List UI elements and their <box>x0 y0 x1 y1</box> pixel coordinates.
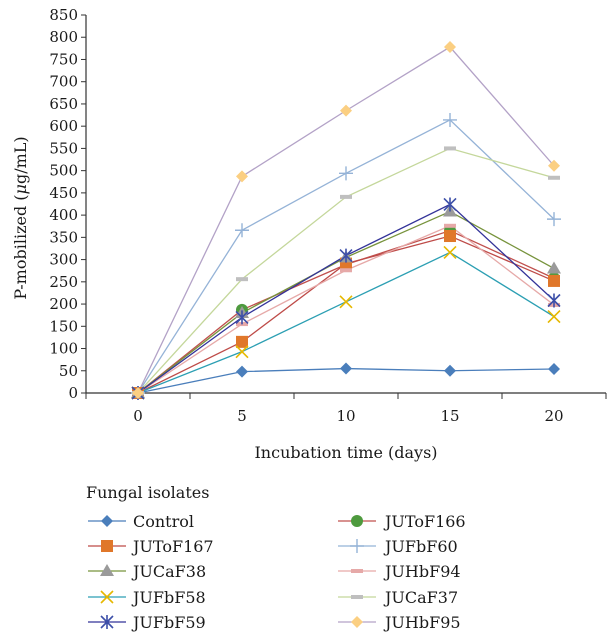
y-axis-ticks: 0 50 100 150 200 250 300 350 400 450 500 550 600 650 7… <box>49 6 86 402</box>
y-tick-label: 700 <box>49 73 78 91</box>
y-axis-title-prefix: P-mobilized ( <box>11 194 30 299</box>
data-point <box>444 246 456 258</box>
y-tick-label: 0 <box>68 384 78 402</box>
x-axis-title: Incubation time (days) <box>254 443 437 462</box>
y-tick-label: 50 <box>59 362 78 380</box>
data-point <box>236 277 248 281</box>
data-point <box>444 224 456 228</box>
data-point <box>340 363 352 375</box>
data-point <box>548 275 560 287</box>
series-markers <box>131 41 561 400</box>
data-point <box>340 268 352 272</box>
legend-item-label: JUCaF37 <box>383 588 458 607</box>
series-lines <box>138 47 554 393</box>
data-point <box>236 170 248 182</box>
legend: Control JUToF166 JUToF167 JUFbF60 JUCaF38 JUH… <box>88 512 466 632</box>
y-tick-label: 150 <box>49 317 78 335</box>
data-point <box>444 230 456 242</box>
data-point <box>339 166 353 180</box>
data-point <box>350 539 364 553</box>
y-tick-label: 850 <box>49 6 78 24</box>
x-tick-label: 10 <box>336 407 355 425</box>
data-point <box>444 146 456 150</box>
series-line <box>138 47 554 393</box>
x-axis-ticks: 0 5 10 15 20 <box>86 393 606 425</box>
legend-item-label: JUCaF38 <box>131 562 206 581</box>
data-point <box>351 595 363 599</box>
data-point <box>548 294 560 308</box>
legend-item-label: Control <box>133 512 194 531</box>
legend-title: Fungal isolates <box>86 483 209 502</box>
legend-item-label: JUToF166 <box>383 512 466 531</box>
y-axis-title-mu: μ <box>11 184 30 194</box>
legend-item-label: JUFbF59 <box>131 613 206 632</box>
data-point <box>444 197 456 211</box>
y-tick-label: 450 <box>49 184 78 202</box>
x-tick-label: 0 <box>133 407 143 425</box>
data-point <box>547 261 561 273</box>
data-point <box>548 363 560 375</box>
data-point <box>548 311 560 323</box>
legend-item-label: JUHbF95 <box>383 613 461 632</box>
y-tick-label: 550 <box>49 139 78 157</box>
data-point <box>235 223 249 237</box>
data-point <box>548 176 560 180</box>
data-point <box>100 564 114 576</box>
data-point <box>101 515 113 527</box>
x-tick-label: 15 <box>440 407 459 425</box>
x-tick-label: 20 <box>544 407 563 425</box>
data-point <box>351 569 363 573</box>
y-tick-label: 400 <box>49 206 78 224</box>
legend-item-label: JUFbF60 <box>383 537 458 556</box>
y-axis-title-suffix: g/mL) <box>11 136 30 184</box>
data-point <box>101 540 113 552</box>
y-tick-label: 300 <box>49 251 78 269</box>
data-point <box>340 296 352 308</box>
y-axis-title: P-mobilized (μg/mL) <box>11 136 30 299</box>
y-tick-label: 100 <box>49 340 78 358</box>
data-point <box>236 366 248 378</box>
y-tick-label: 800 <box>49 28 78 46</box>
legend-item-label: JUToF167 <box>131 537 214 556</box>
y-tick-label: 600 <box>49 117 78 135</box>
legend-item-label: JUFbF58 <box>131 588 206 607</box>
legend-item-label: JUHbF94 <box>383 562 461 581</box>
y-tick-label: 650 <box>49 95 78 113</box>
data-point <box>351 515 363 527</box>
data-point <box>351 616 363 628</box>
data-point <box>444 365 456 377</box>
x-tick-label: 5 <box>237 407 247 425</box>
y-tick-label: 500 <box>49 162 78 180</box>
data-point <box>236 336 248 348</box>
y-tick-label: 350 <box>49 228 78 246</box>
y-tick-label: 200 <box>49 295 78 313</box>
y-tick-label: 750 <box>49 50 78 68</box>
data-point <box>340 105 352 117</box>
y-tick-label: 250 <box>49 273 78 291</box>
data-point <box>340 195 352 199</box>
